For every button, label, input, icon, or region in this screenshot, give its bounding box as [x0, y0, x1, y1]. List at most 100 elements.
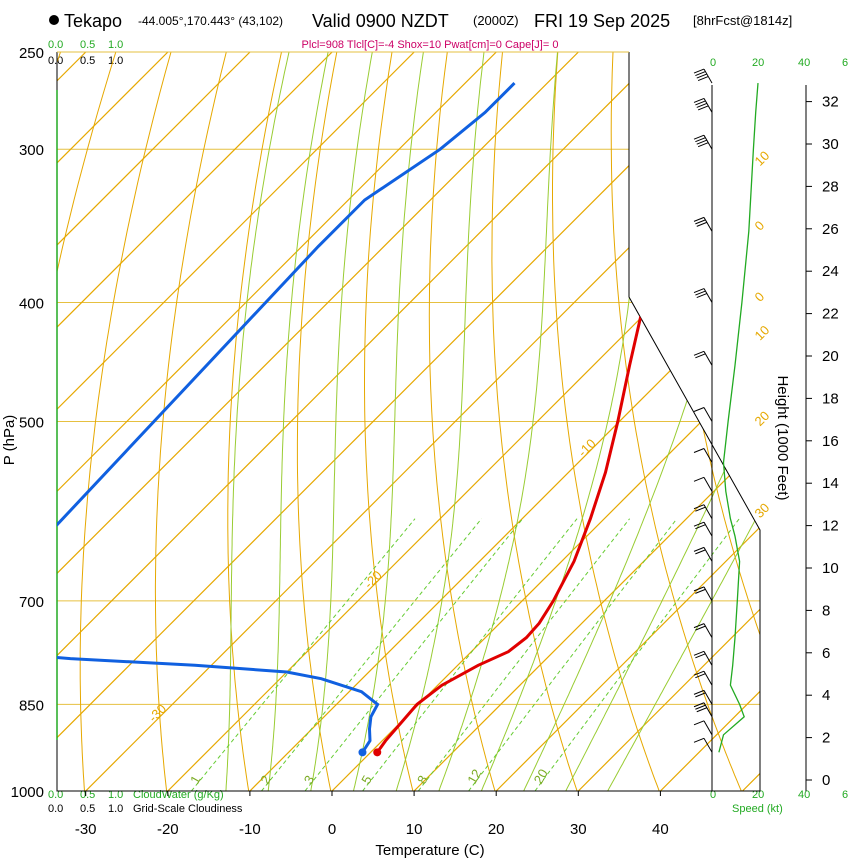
isotherm-label: 10: [752, 148, 773, 169]
wind-barb-flag: [693, 586, 705, 592]
wind-barb-staff: [703, 651, 713, 666]
wind-barb-flag: [693, 216, 705, 222]
forecast-run: [8hrFcst@1814z]: [693, 13, 792, 28]
cloudwater-top-tick-1: 0.5: [80, 39, 95, 51]
wind-barb-flag: [695, 653, 706, 659]
wind-barb-staff: [703, 134, 713, 150]
moist-adiabat-line: [346, 52, 424, 791]
wind-barb: [693, 586, 713, 602]
height-tick-label: 6: [822, 645, 830, 662]
cloudiness-bottom-tick-2: 1.0: [108, 803, 123, 815]
wind-barb-staff: [703, 738, 713, 753]
wind-barb-flag: [696, 293, 707, 299]
wind-barb-flag: [693, 97, 705, 103]
cloudiness-bottom-tick-1: 0.5: [80, 803, 95, 815]
wind-barb-staff: [703, 351, 713, 366]
mixing-ratio-label: 1: [187, 773, 204, 787]
isotherm-line: [57, 52, 497, 791]
moist-adiabat-line: [264, 52, 329, 791]
wind-barb-flag: [695, 290, 706, 296]
speed-top-tick-2: 40: [798, 57, 810, 69]
speed-bottom-tick-2: 40: [798, 789, 810, 801]
wind-barb-flag: [695, 588, 706, 594]
wind-barb-staff: [703, 623, 713, 638]
moist-adiabat-line: [551, 52, 760, 791]
temperature-surface-point: [373, 748, 382, 757]
wind-barb-flag: [696, 139, 707, 145]
dry-adiabat-line: [610, 52, 753, 791]
isotherm-label: -10: [575, 436, 599, 460]
temp-tick-label: 40: [652, 821, 669, 838]
wind-barb-staff: [703, 720, 713, 736]
wind-barb-flag: [697, 76, 709, 82]
cloudwater-label: CloudWater (g/Kg): [133, 789, 224, 801]
height-tick-label: 14: [822, 475, 839, 492]
height-axis-title: Height (1000 Feet): [774, 375, 791, 500]
y-axis-title: P (hPa): [1, 415, 18, 466]
mixing-ratio-label: 8: [414, 773, 431, 787]
speed-scale-top: 0 20 40 6: [710, 57, 848, 69]
cloudwater-bottom-tick-0: 0.0: [48, 789, 63, 801]
cloudwater-bottom-tick-1: 0.5: [80, 789, 95, 801]
cloudiness-top-tick-1: 0.5: [80, 55, 95, 67]
forecast-date: FRI 19 Sep 2025: [534, 11, 670, 31]
mixing-ratio-line: [534, 518, 740, 791]
wind-barb-flag: [693, 546, 705, 552]
valid-time: Valid 0900 NZDT: [312, 11, 449, 31]
wind-barb-flag: [693, 504, 705, 510]
wind-barb: [693, 68, 713, 84]
wind-barb-staff: [703, 547, 713, 562]
height-tick-label: 8: [822, 602, 830, 619]
wind-barb-flag: [696, 707, 707, 713]
dry-adiabat-line: [154, 52, 233, 791]
pressure-tick-label: 500: [19, 415, 44, 432]
speed-bottom-tick-0: 0: [710, 789, 716, 801]
isotherm-label: 10: [752, 322, 773, 343]
height-tick-label: 18: [822, 390, 839, 407]
x-axis-title: Temperature (C): [375, 842, 484, 859]
isotherm-line: [57, 52, 661, 791]
speed-top-tick-3: 6: [842, 57, 848, 69]
moist-adiabat-line: [387, 52, 485, 791]
wind-barb-staff: [703, 68, 713, 84]
isotherm-line: [57, 52, 251, 791]
station-coords: -44.005°,170.443° (43,102): [138, 14, 283, 28]
mixing-ratio-label: 12: [464, 766, 484, 786]
height-tick-label: 20: [822, 348, 839, 365]
speed-top-tick-1: 20: [752, 57, 764, 69]
mixing-ratio-line: [417, 518, 630, 791]
temp-tick-label: 20: [488, 821, 505, 838]
wind-barb-flag: [693, 407, 705, 412]
moist-adiabat-line: [428, 52, 558, 791]
wind-barb-staff: [703, 98, 713, 113]
speed-bottom-tick-3: 6: [842, 789, 848, 801]
wind-barb: [693, 504, 713, 519]
isotherm-label: 30: [752, 500, 773, 521]
wind-barb: [693, 546, 713, 562]
temp-tick-label: 10: [406, 821, 423, 838]
speed-label: Speed (kt): [732, 803, 783, 815]
cloudwater-top-tick-0: 0.0: [48, 39, 63, 51]
mixing-ratio-line: [191, 518, 416, 791]
dewpoint-line-group: [57, 82, 516, 754]
dry-adiabat-line: [79, 52, 178, 791]
height-tick-label: 26: [822, 221, 839, 238]
wind-barb-flag: [695, 524, 706, 530]
wind-barb-flag: [695, 625, 706, 631]
mixing-ratio-label: 20: [531, 766, 551, 786]
pressure-tick-label: 700: [19, 594, 44, 611]
height-tick-label: 16: [822, 433, 839, 450]
wind-barb-staff: [703, 521, 713, 537]
dewpoint-line: [57, 82, 516, 754]
cloudwater-scale-bottom: 0.0 0.5 1.0 CloudWater (g/Kg): [48, 789, 224, 801]
dry-adiabat-line: [491, 52, 587, 791]
height-tick-label: 2: [822, 730, 830, 747]
wind-barb-flag: [695, 673, 706, 679]
temp-tick-label: -20: [157, 821, 179, 838]
temperature-line: [376, 82, 709, 754]
wind-barb-flag: [695, 71, 706, 77]
wind-barb: [693, 670, 713, 686]
dry-adiabat-line: [296, 52, 342, 791]
height-tick-label: 0: [822, 772, 830, 789]
wind-barb-flag: [695, 704, 706, 710]
